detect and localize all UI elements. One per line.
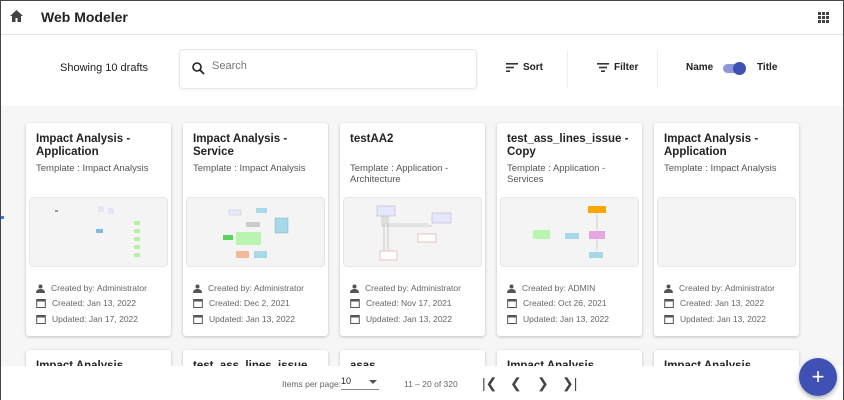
dropdown-caret-icon: [369, 380, 377, 384]
page-range: 11 – 20 of 320: [404, 379, 458, 389]
calendar-icon: [193, 299, 203, 308]
calendar-icon: [193, 315, 203, 324]
first-page-button[interactable]: |❮: [482, 375, 498, 391]
filter-button[interactable]: Filter: [597, 62, 638, 73]
user-icon: [350, 284, 359, 293]
toolbar: Showing 10 drafts Sort Filter Name Title: [1, 36, 843, 106]
sort-label: Sort: [523, 62, 543, 73]
updated-date: Updated: Jan 13, 2022: [664, 314, 766, 324]
draft-card[interactable]: Impact Analysis: [654, 350, 799, 366]
draft-card[interactable]: Impact Analysis: [26, 350, 171, 366]
updated-date: Updated: Jan 13, 2022: [507, 314, 609, 324]
draft-card[interactable]: Impact Analysis - Application Template :…: [26, 123, 171, 336]
items-per-page-value: 10: [341, 376, 352, 386]
calendar-icon: [36, 299, 46, 308]
filter-icon: [597, 63, 609, 72]
user-icon: [507, 284, 516, 293]
created-date: Created: Jan 13, 2022: [664, 298, 764, 308]
card-title: Impact Analysis: [664, 360, 752, 366]
updated-date: Updated: Jan 13, 2022: [350, 314, 452, 324]
divider: [567, 51, 568, 88]
calendar-icon: [36, 315, 46, 324]
draft-card[interactable]: Impact Analysis - Application Template :…: [654, 123, 799, 336]
card-title: Impact Analysis: [36, 360, 124, 366]
created-date: Created: Jan 13, 2022: [36, 298, 136, 308]
draft-card[interactable]: testAA2 Template : Application - Archite…: [340, 123, 485, 336]
search-icon: [192, 62, 205, 75]
card-template: Template : Application - Services: [507, 163, 606, 185]
draft-card[interactable]: Impact Analysis: [497, 350, 642, 366]
search-input[interactable]: [212, 60, 452, 72]
diagram-thumbnail: [500, 197, 639, 267]
name-title-toggle[interactable]: [723, 62, 747, 75]
calendar-icon: [507, 315, 517, 324]
drafts-count: Showing 10 drafts: [60, 62, 149, 74]
toggle-name-label: Name: [686, 62, 714, 73]
app-title: Web Modeler: [41, 9, 128, 25]
calendar-icon: [350, 299, 360, 308]
previous-page-button[interactable]: ❮: [510, 375, 522, 391]
toggle-title-label: Title: [757, 62, 778, 73]
card-title: Impact Analysis: [507, 360, 595, 366]
divider: [657, 51, 658, 88]
user-icon: [193, 284, 202, 293]
diagram-thumbnail: [657, 197, 796, 267]
card-title: Impact Analysis - Application: [664, 133, 759, 158]
add-draft-button[interactable]: +: [799, 358, 837, 396]
card-title: test_ass_lines_issue - Copy: [507, 133, 629, 158]
card-title: Impact Analysis - Service: [193, 133, 288, 158]
created-date: Created: Dec 2, 2021: [193, 298, 290, 308]
card-template: Template : Impact Analysis: [193, 163, 306, 174]
created-by: Created by: Administrator: [36, 283, 147, 293]
updated-date: Updated: Jan 17, 2022: [36, 314, 138, 324]
apps-grid-icon[interactable]: [818, 12, 829, 23]
created-date: Created: Nov 17, 2021: [350, 298, 452, 308]
created-date: Created: Oct 26, 2021: [507, 298, 607, 308]
last-page-button[interactable]: ❯|: [562, 375, 578, 391]
calendar-icon: [507, 299, 517, 308]
card-title: test_ass_lines_issue: [193, 360, 308, 366]
diagram-thumbnail: [186, 197, 325, 267]
items-per-page-select[interactable]: 10: [341, 376, 379, 390]
card-template: Template : Application - Architecture: [350, 163, 449, 185]
user-icon: [664, 284, 673, 293]
card-title: asas: [350, 360, 376, 366]
calendar-icon: [350, 315, 360, 324]
search-box[interactable]: [179, 49, 477, 89]
created-by: Created by: Administrator: [193, 283, 304, 293]
drafts-grid: Impact Analysis - Application Template :…: [1, 106, 843, 366]
draft-card[interactable]: test_ass_lines_issue - Copy Template : A…: [497, 123, 642, 336]
user-icon: [36, 284, 45, 293]
draft-card[interactable]: Impact Analysis - Service Template : Imp…: [183, 123, 328, 336]
draft-card[interactable]: asas: [340, 350, 485, 366]
draft-card[interactable]: test_ass_lines_issue: [183, 350, 328, 366]
diagram-thumbnail: [29, 197, 168, 267]
next-page-button[interactable]: ❯: [537, 375, 549, 391]
paginator: Items per page: 10 11 – 20 of 320 |❮ ❮ ❯…: [1, 366, 843, 400]
app-header: Web Modeler: [1, 1, 843, 35]
card-template: Template : Impact Analysis: [36, 163, 149, 174]
filter-label: Filter: [614, 62, 639, 73]
created-by: Created by: Administrator: [350, 283, 461, 293]
sort-icon: [506, 63, 518, 72]
sort-button[interactable]: Sort: [506, 62, 543, 73]
updated-date: Updated: Jan 13, 2022: [193, 314, 295, 324]
items-per-page-label: Items per page:: [282, 379, 342, 389]
calendar-icon: [664, 315, 674, 324]
card-title: testAA2: [350, 133, 394, 145]
created-by: Created by: Administrator: [664, 283, 775, 293]
diagram-thumbnail: [343, 197, 482, 267]
created-by: Created by: ADMIN: [507, 283, 595, 293]
resize-handle[interactable]: [1, 216, 4, 219]
calendar-icon: [664, 299, 674, 308]
card-template: Template : Impact Analysis: [664, 163, 777, 174]
card-title: Impact Analysis - Application: [36, 133, 131, 158]
home-icon[interactable]: [10, 10, 23, 22]
